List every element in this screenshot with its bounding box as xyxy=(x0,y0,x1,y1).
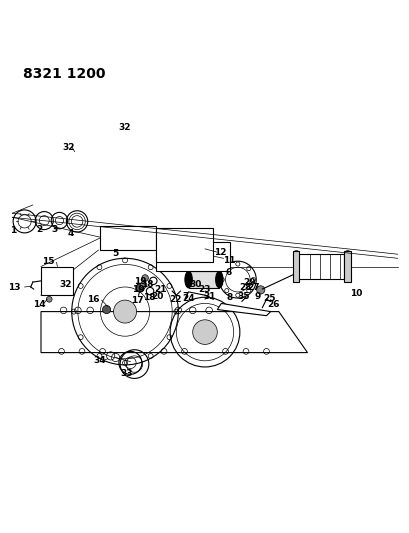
Text: 1: 1 xyxy=(10,226,16,235)
Text: 30: 30 xyxy=(189,280,202,289)
Text: 26: 26 xyxy=(267,300,279,309)
Text: 25: 25 xyxy=(263,294,275,303)
Text: 22: 22 xyxy=(169,295,181,304)
Circle shape xyxy=(142,274,148,281)
Text: 15: 15 xyxy=(42,257,54,266)
Text: 5: 5 xyxy=(112,249,119,258)
Circle shape xyxy=(102,305,110,313)
Polygon shape xyxy=(294,254,344,279)
Text: 21: 21 xyxy=(154,285,166,294)
Polygon shape xyxy=(41,266,73,295)
Text: 27: 27 xyxy=(247,284,259,292)
Polygon shape xyxy=(155,242,229,271)
Text: 14: 14 xyxy=(33,300,45,309)
Text: 29: 29 xyxy=(243,278,255,287)
Circle shape xyxy=(123,235,131,243)
Circle shape xyxy=(176,243,180,247)
Polygon shape xyxy=(41,312,307,353)
Text: 31: 31 xyxy=(203,292,216,301)
Text: 11: 11 xyxy=(223,256,235,265)
Text: 23: 23 xyxy=(198,285,211,294)
Text: 8321 1200: 8321 1200 xyxy=(22,67,105,81)
Text: 35: 35 xyxy=(237,292,249,301)
FancyBboxPatch shape xyxy=(344,251,350,282)
Text: 2: 2 xyxy=(36,225,42,234)
Ellipse shape xyxy=(184,271,192,288)
Text: 19: 19 xyxy=(132,285,144,294)
FancyBboxPatch shape xyxy=(292,251,299,282)
Polygon shape xyxy=(217,303,270,316)
Text: 20: 20 xyxy=(151,292,164,301)
Ellipse shape xyxy=(215,271,222,288)
Circle shape xyxy=(192,320,217,344)
Text: 32: 32 xyxy=(59,280,72,289)
Text: 17: 17 xyxy=(131,296,143,305)
Text: 4: 4 xyxy=(67,229,74,238)
Text: 6: 6 xyxy=(225,268,231,277)
Text: 8: 8 xyxy=(226,293,232,302)
Polygon shape xyxy=(155,228,213,262)
Text: 33: 33 xyxy=(120,369,132,377)
Text: 24: 24 xyxy=(182,294,194,303)
Polygon shape xyxy=(100,225,155,250)
Text: 3: 3 xyxy=(51,225,57,234)
Text: 10: 10 xyxy=(350,289,362,297)
Text: 32: 32 xyxy=(62,143,74,152)
Circle shape xyxy=(191,243,195,247)
Text: 28: 28 xyxy=(239,284,252,292)
FancyBboxPatch shape xyxy=(188,271,219,288)
Text: 9: 9 xyxy=(254,292,260,301)
Circle shape xyxy=(136,284,144,292)
Text: 32: 32 xyxy=(119,124,131,132)
Text: 34: 34 xyxy=(93,356,105,365)
Text: 13: 13 xyxy=(8,282,20,292)
Text: 16: 16 xyxy=(87,295,99,304)
Circle shape xyxy=(140,281,146,288)
Text: 7: 7 xyxy=(182,292,189,301)
Text: 18: 18 xyxy=(142,293,155,302)
Circle shape xyxy=(256,286,264,294)
Text: 18: 18 xyxy=(141,280,153,289)
Circle shape xyxy=(113,300,136,323)
Text: 19: 19 xyxy=(134,277,146,286)
Circle shape xyxy=(222,256,227,261)
Text: 12: 12 xyxy=(214,248,226,257)
Circle shape xyxy=(46,296,52,302)
